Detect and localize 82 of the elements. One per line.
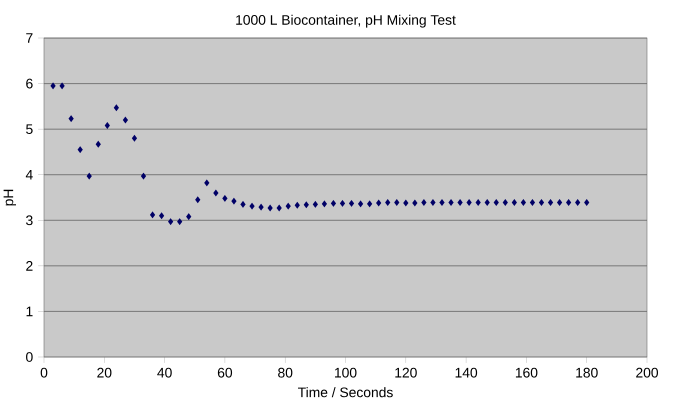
point: [140, 172, 146, 180]
point: [150, 212, 156, 218]
point: [403, 200, 408, 206]
point: [122, 116, 128, 124]
point: [222, 195, 228, 202]
point: [294, 202, 300, 209]
point: [476, 199, 481, 206]
point: [439, 199, 445, 206]
point: [204, 180, 210, 186]
point: [96, 140, 101, 148]
chart-title: 1000 L Biocontainer, pH Mixing Test: [236, 14, 456, 28]
point: [385, 199, 390, 206]
point: [484, 199, 490, 206]
y-tick-label: 7: [26, 33, 33, 43]
point: [430, 199, 436, 206]
x-tick-label: 160: [516, 368, 538, 378]
point: [268, 204, 273, 212]
x-tick-label: 100: [335, 368, 357, 378]
point: [538, 199, 544, 206]
x-tick-label: 60: [218, 368, 232, 378]
point: [249, 202, 255, 210]
point: [548, 199, 554, 206]
point: [376, 200, 382, 206]
point: [304, 201, 309, 208]
y-tick-label: 3: [26, 215, 33, 226]
point: [494, 199, 499, 206]
y-tick-label: 2: [26, 261, 33, 271]
y-tick-label: 6: [26, 78, 33, 88]
point: [584, 199, 590, 206]
y-axis-title: pH: [4, 190, 16, 206]
point: [520, 199, 526, 206]
x-tick-label: 120: [395, 368, 417, 378]
point: [78, 146, 83, 153]
point: [195, 196, 200, 204]
point: [466, 199, 472, 206]
point: [186, 213, 192, 220]
point: [132, 134, 138, 142]
point: [213, 190, 218, 196]
point: [168, 218, 174, 225]
point: [231, 198, 237, 204]
point: [512, 199, 517, 206]
point: [312, 201, 318, 208]
x-tick-label: 40: [157, 368, 172, 378]
point: [68, 115, 74, 122]
y-tick-label: 0: [26, 352, 33, 362]
point: [114, 104, 119, 112]
point: [177, 218, 182, 225]
point: [322, 200, 327, 208]
point: [60, 82, 65, 90]
point: [367, 200, 372, 208]
x-tick-label: 80: [278, 368, 292, 378]
point: [340, 200, 346, 207]
point: [530, 199, 535, 206]
y-tick-label: 4: [26, 170, 33, 180]
point: [557, 199, 562, 206]
point: [276, 204, 282, 212]
x-tick-label: 140: [456, 368, 478, 378]
point: [348, 200, 354, 207]
point: [330, 200, 336, 207]
point: [421, 199, 426, 206]
point: [104, 122, 110, 129]
y-tick-label: 1: [26, 306, 33, 316]
point: [86, 172, 92, 180]
point: [458, 199, 463, 206]
point: [240, 201, 246, 208]
point: [358, 200, 364, 208]
point: [502, 199, 508, 206]
x-tick-label: 200: [636, 368, 658, 378]
x-tick-label: 180: [576, 368, 598, 378]
point: [412, 200, 418, 206]
point: [566, 199, 572, 206]
y-tick-label: 5: [26, 124, 33, 134]
point: [159, 212, 164, 220]
x-tick-label: 20: [97, 368, 112, 378]
x-axis-title: Time / Seconds: [298, 387, 393, 398]
point: [394, 199, 400, 206]
point: [258, 204, 264, 210]
point: [286, 202, 291, 210]
point: [448, 199, 454, 206]
point: [50, 82, 56, 90]
x-tick-label: 0: [40, 368, 48, 378]
point: [575, 199, 580, 206]
